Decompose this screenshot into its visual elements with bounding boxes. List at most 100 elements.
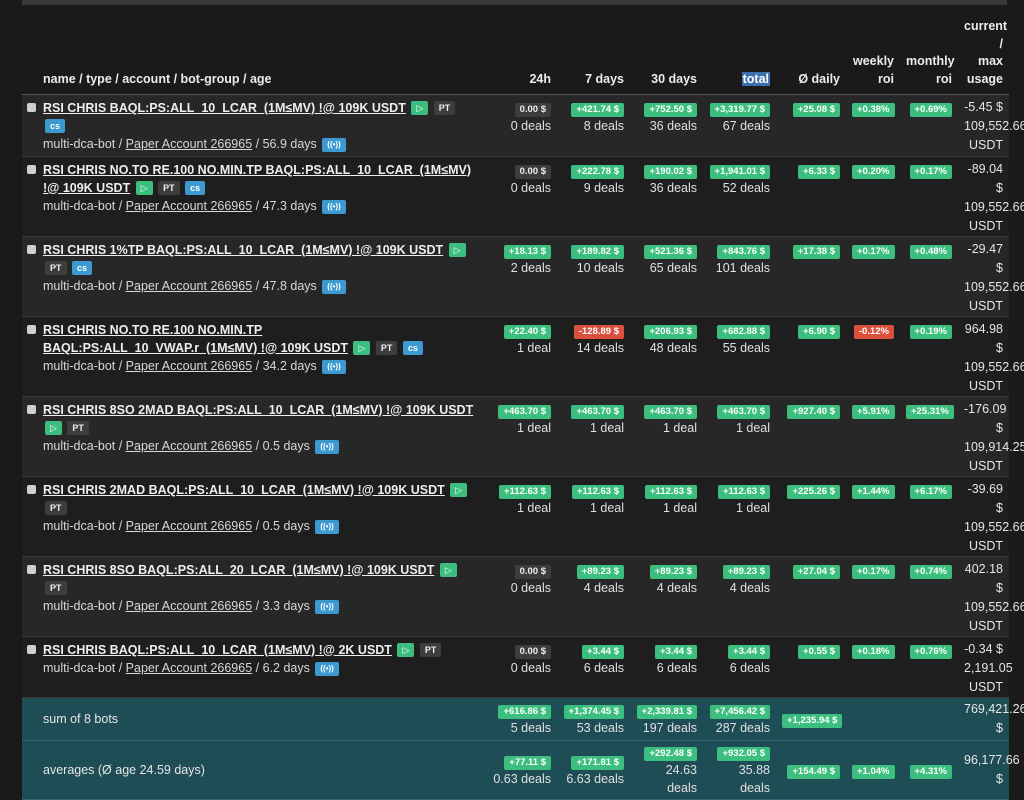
account-link[interactable]: Paper Account 266965 — [125, 278, 253, 293]
row-checkbox[interactable] — [27, 324, 36, 334]
roi-weekly: +0.17% — [852, 244, 895, 259]
account-link[interactable]: Paper Account 266965 — [125, 598, 253, 613]
cs-badge: cs — [185, 180, 206, 195]
deals-24h: 1 deal — [516, 340, 551, 355]
deals-30d: 6 deals — [656, 660, 697, 675]
bot-name-link[interactable]: RSI CHRIS NO.TO RE.100 NO.MIN.TP BAQL:PS… — [43, 162, 471, 195]
row-checkbox[interactable] — [27, 244, 36, 254]
broadcast-icon[interactable]: ((•)) — [315, 439, 339, 454]
play-icon[interactable]: ▷ — [397, 642, 415, 657]
header-name[interactable]: name / type / account / bot-group / age — [22, 18, 477, 95]
avg-cell-monthly: +4.31% — [900, 740, 958, 800]
header-monthly-roi[interactable]: monthly roi — [900, 18, 958, 95]
usage-current: -29.47 $ — [967, 241, 1003, 275]
broadcast-icon[interactable]: ((•)) — [315, 661, 339, 676]
broadcast-icon[interactable]: ((•)) — [315, 599, 339, 614]
play-icon[interactable]: ▷ — [353, 340, 371, 355]
bot-type: multi-dca-bot — [43, 198, 116, 213]
row-checkbox[interactable] — [27, 404, 36, 414]
play-icon[interactable]: ▷ — [448, 242, 466, 257]
header-7days[interactable]: 7 days — [557, 18, 630, 95]
broadcast-icon[interactable]: ((•)) — [322, 138, 346, 152]
bot-name-link[interactable]: RSI CHRIS 2MAD BAQL:PS:ALL_10_LCAR_(1M≤M… — [43, 482, 445, 497]
cell-weekly: +5.91% — [846, 396, 900, 476]
account-link[interactable]: Paper Account 266965 — [125, 358, 253, 373]
cell-monthly: +25.31% — [900, 396, 958, 476]
header-total[interactable]: total — [703, 18, 776, 95]
sum-cell-monthly — [900, 697, 958, 741]
broadcast-icon[interactable]: ((•)) — [322, 279, 346, 294]
play-icon[interactable]: ▷ — [45, 420, 62, 435]
cell-total: +463.70 $1 deal — [703, 396, 776, 476]
usage-unit: USDT — [968, 538, 1003, 553]
row-checkbox[interactable] — [27, 644, 36, 654]
pnl-daily: +0.55 $ — [798, 644, 840, 659]
bot-name-link[interactable]: RSI CHRIS 1%TP BAQL:PS:ALL_10_LCAR_(1M≤M… — [43, 242, 444, 257]
pnl-30d: +206.93 $ — [644, 324, 697, 339]
header-24h[interactable]: 24h — [477, 18, 557, 95]
broadcast-icon[interactable]: ((•)) — [322, 359, 346, 374]
bot-name-link[interactable]: RSI CHRIS NO.TO RE.100 NO.MIN.TP BAQL:PS… — [43, 322, 348, 355]
play-icon[interactable]: ▷ — [439, 562, 457, 577]
usage-current: 402.18 $ — [964, 561, 1003, 595]
bot-name-link[interactable]: RSI CHRIS BAQL:PS:ALL_10_LCAR_(1M≤MV) !@… — [43, 101, 406, 115]
bots-table: name / type / account / bot-group / age … — [22, 18, 1024, 800]
play-icon[interactable]: ▷ — [450, 482, 468, 497]
cell-daily: +6.90 $ — [776, 316, 846, 396]
avg-cell-h24: +77.11 $ 0.63 deals — [477, 740, 557, 800]
row-checkbox[interactable] — [27, 564, 36, 574]
bot-type: multi-dca-bot — [43, 358, 116, 373]
bot-age: 47.3 days — [262, 198, 317, 213]
cell-7d: +189.82 $10 deals — [557, 236, 630, 316]
usage-current: 964.98 $ — [964, 321, 1003, 355]
usage-max: 109,552.66 — [964, 359, 1024, 374]
cell-7d: +421.74 $ 8 deals — [557, 95, 630, 157]
cell-weekly: -0.12% — [846, 316, 900, 396]
pnl-total: +112.63 $ — [717, 484, 770, 499]
account-link[interactable]: Paper Account 266965 — [125, 137, 253, 151]
row-checkbox[interactable] — [27, 103, 36, 112]
row-checkbox[interactable] — [27, 484, 36, 494]
deals-total: 52 deals — [722, 180, 770, 195]
pnl-24h: 0.00 $ — [514, 564, 551, 579]
deals-total: 101 deals — [715, 260, 770, 275]
avg-cell-d30: +292.48 $ 24.63 deals — [630, 740, 703, 800]
header-30days[interactable]: 30 days — [630, 18, 703, 95]
broadcast-icon[interactable]: ((•)) — [315, 519, 339, 534]
cell-30d: +206.93 $48 deals — [630, 316, 703, 396]
account-link[interactable]: Paper Account 266965 — [125, 518, 253, 533]
pt-badge: PT — [45, 580, 67, 595]
broadcast-icon[interactable]: ((•)) — [322, 199, 346, 214]
header-usage[interactable]: current / max usage — [958, 18, 1009, 95]
cell-24h: +18.13 $2 deals — [477, 236, 557, 316]
cell-30d: +463.70 $1 deal — [630, 396, 703, 476]
bot-meta: multi-dca-bot / Paper Account 266965 / 0… — [43, 437, 475, 455]
account-link[interactable]: Paper Account 266965 — [125, 198, 253, 213]
bot-row: RSI CHRIS 8SO 2MAD BAQL:PS:ALL_10_LCAR_(… — [22, 396, 1024, 476]
header-daily[interactable]: Ø daily — [776, 18, 846, 95]
bot-age: 34.2 days — [262, 358, 317, 373]
cell-monthly: +0.69% — [900, 95, 958, 157]
roi-weekly: +0.18% — [852, 644, 895, 659]
cell-7d: +89.23 $4 deals — [557, 556, 630, 636]
bot-name-link[interactable]: RSI CHRIS BAQL:PS:ALL_10_LCAR_(1M≤MV) !@… — [43, 642, 392, 657]
pt-badge: PT — [45, 260, 67, 275]
pnl-daily: +225.26 $ — [787, 484, 840, 499]
top-bar — [22, 0, 1007, 5]
bot-meta: multi-dca-bot / Paper Account 266965 / 3… — [43, 597, 475, 615]
deals-total: 6 deals — [729, 660, 770, 675]
bot-name-link[interactable]: RSI CHRIS 8SO BAQL:PS:ALL_20_LCAR_(1M≤MV… — [43, 562, 435, 577]
pt-badge: PT — [419, 642, 442, 657]
cell-total: +89.23 $4 deals — [703, 556, 776, 636]
pnl-30d: +752.50 $ — [644, 103, 697, 117]
cell-daily: +6.33 $ — [776, 156, 846, 236]
header-weekly-roi[interactable]: weekly roi — [846, 18, 900, 95]
play-icon[interactable]: ▷ — [411, 101, 429, 115]
deals-total: 67 deals — [722, 119, 770, 133]
row-checkbox[interactable] — [27, 164, 36, 174]
deals-24h: 0 deals — [510, 660, 551, 675]
play-icon[interactable]: ▷ — [135, 180, 153, 195]
avg-deals-d7: 6.63 deals — [566, 772, 624, 786]
account-link[interactable]: Paper Account 266965 — [125, 438, 253, 453]
bot-name-link[interactable]: RSI CHRIS 8SO 2MAD BAQL:PS:ALL_10_LCAR_(… — [43, 402, 474, 417]
